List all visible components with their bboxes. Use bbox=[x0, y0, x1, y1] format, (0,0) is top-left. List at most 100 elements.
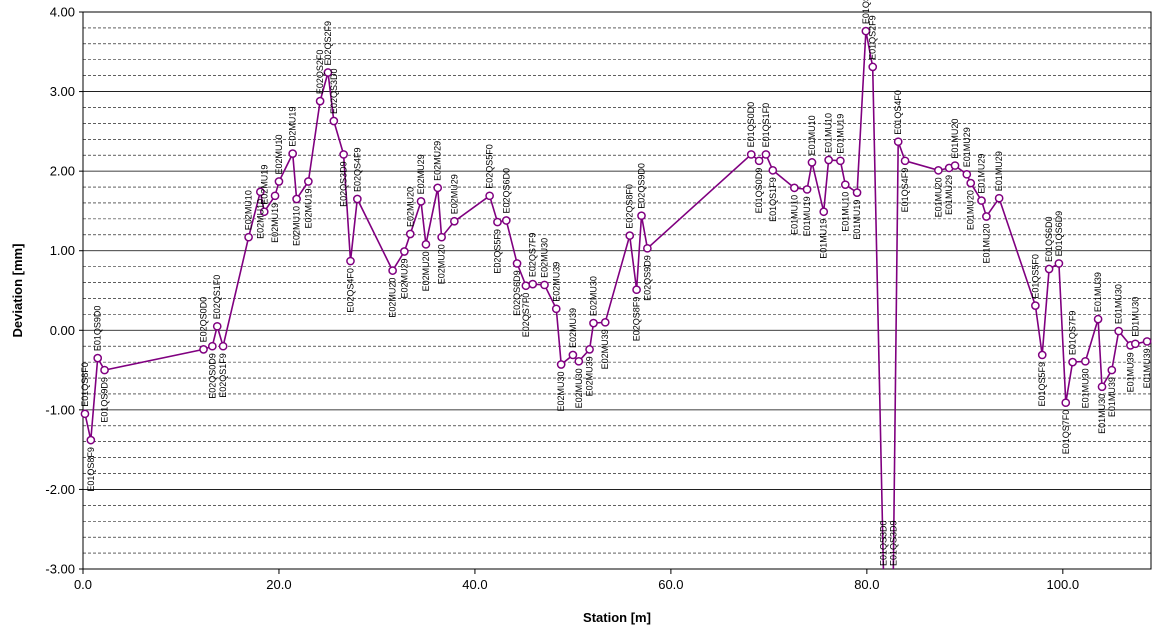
data-point bbox=[789, 183, 799, 193]
point-label: E01MU19 bbox=[835, 114, 845, 154]
data-point bbox=[493, 217, 502, 227]
point-label: E02MU19 bbox=[270, 203, 280, 243]
point-label: E01QS4F9 bbox=[900, 168, 910, 213]
data-point bbox=[556, 360, 566, 369]
point-label: E02MU29 bbox=[449, 174, 459, 214]
data-point bbox=[950, 161, 960, 170]
data-point bbox=[637, 211, 646, 221]
data-point bbox=[625, 231, 635, 240]
data-point bbox=[274, 177, 284, 186]
point-label: E02QS0D9 bbox=[207, 353, 217, 399]
data-point bbox=[528, 279, 538, 289]
x-axis-title: Station [m] bbox=[583, 610, 651, 625]
point-label: E01MU39 bbox=[1125, 352, 1135, 392]
point-label: E01MU39 bbox=[1142, 348, 1152, 388]
data-point bbox=[802, 185, 812, 194]
data-point bbox=[861, 26, 871, 36]
point-label: E01MU10 bbox=[824, 113, 834, 153]
data-point bbox=[836, 156, 845, 166]
data-point bbox=[1093, 314, 1103, 324]
data-point bbox=[994, 193, 1004, 203]
data-point bbox=[485, 191, 494, 201]
data-point bbox=[746, 150, 756, 159]
point-label: E02QS8F0 bbox=[625, 184, 635, 229]
data-point bbox=[585, 345, 594, 354]
point-label: E01QS6D0 bbox=[1044, 216, 1054, 262]
point-label: E01QS9D9 bbox=[100, 377, 110, 423]
y-tick-label: -2.00 bbox=[45, 482, 75, 497]
y-tick-label: 3.00 bbox=[50, 84, 75, 99]
data-point bbox=[1044, 264, 1054, 274]
point-label: E02MU30 bbox=[574, 368, 584, 408]
data-point bbox=[207, 341, 217, 351]
point-label: E01MU29 bbox=[944, 175, 954, 215]
point-label: E01QS8F0 bbox=[80, 362, 90, 407]
point-label: E01QS5F9 bbox=[1037, 362, 1047, 407]
data-point bbox=[352, 194, 362, 204]
data-point bbox=[400, 247, 409, 256]
point-label: E01MU29 bbox=[994, 151, 1004, 191]
point-label: E01QS7F0 bbox=[1061, 410, 1071, 455]
point-label: E01MU30 bbox=[1097, 394, 1107, 434]
data-point bbox=[86, 435, 96, 445]
point-label: E02MU29 bbox=[399, 259, 409, 299]
data-point bbox=[93, 353, 103, 363]
point-label: E01MU30 bbox=[1130, 297, 1140, 337]
point-label: E01MU20 bbox=[950, 119, 960, 159]
point-label: E02QS0D0 bbox=[199, 297, 209, 343]
point-label: E02QS1F0 bbox=[212, 275, 222, 320]
point-label: E02MU10 bbox=[292, 206, 302, 246]
data-point bbox=[315, 96, 325, 106]
point-label: E02MU20 bbox=[405, 187, 415, 227]
data-point bbox=[754, 156, 764, 166]
data-point bbox=[1114, 326, 1124, 336]
x-tick-label: 80.0 bbox=[854, 577, 879, 592]
data-point bbox=[100, 365, 109, 375]
data-point bbox=[1081, 356, 1090, 366]
data-point bbox=[212, 321, 222, 331]
data-point bbox=[900, 156, 910, 166]
point-label: E01QS0D9 bbox=[754, 168, 764, 214]
data-point bbox=[807, 158, 817, 167]
point-label: E02MU10 bbox=[255, 199, 265, 239]
point-label: E01QS3D0 bbox=[879, 520, 889, 566]
data-point bbox=[868, 62, 878, 72]
point-label: E01MU20 bbox=[966, 190, 976, 230]
point-label: E01MU30 bbox=[1114, 284, 1124, 324]
point-labels: E01QS8F0 E01QS8F9 E01QS9D0 E01QS9D9 E02QS0D0… bbox=[80, 0, 1152, 566]
point-label: E02MU20 bbox=[437, 244, 447, 284]
series-line bbox=[84, 30, 1148, 569]
point-label: E01MU19 bbox=[819, 219, 829, 259]
point-label: E01QS4F0 bbox=[893, 90, 903, 135]
point-label: E01QS6D9 bbox=[1054, 211, 1064, 257]
data-point bbox=[501, 216, 511, 225]
point-label: E02QS5F9 bbox=[493, 229, 503, 274]
point-label: E01MU39 bbox=[1107, 377, 1117, 417]
data-point bbox=[512, 259, 522, 268]
data-point bbox=[824, 155, 833, 165]
y-tick-label: 4.00 bbox=[50, 5, 75, 20]
axes bbox=[79, 11, 1152, 574]
data-point bbox=[80, 409, 90, 419]
point-label: E01QS5F0 bbox=[1030, 254, 1040, 299]
data-point bbox=[934, 165, 943, 175]
data-point bbox=[1142, 337, 1152, 346]
data-point bbox=[982, 212, 991, 221]
data-point bbox=[218, 341, 228, 351]
data-point bbox=[1130, 339, 1140, 349]
data-point bbox=[977, 196, 986, 205]
point-label: E01QS1F9 bbox=[768, 177, 778, 222]
point-label: E01MU39 bbox=[1093, 272, 1103, 312]
point-label: E02QS6D9 bbox=[512, 270, 522, 316]
data-point bbox=[1068, 357, 1077, 367]
data-point bbox=[288, 149, 298, 158]
point-label: E02MU29 bbox=[416, 154, 426, 194]
point-label: E01QS9D0 bbox=[93, 306, 103, 352]
point-label: E02MU19 bbox=[259, 165, 269, 205]
x-tick-label: 60.0 bbox=[658, 577, 683, 592]
point-label: E02MU10 bbox=[244, 190, 254, 230]
data-point bbox=[388, 266, 397, 275]
point-label: E02MU39 bbox=[568, 308, 578, 348]
data-point bbox=[540, 280, 549, 290]
